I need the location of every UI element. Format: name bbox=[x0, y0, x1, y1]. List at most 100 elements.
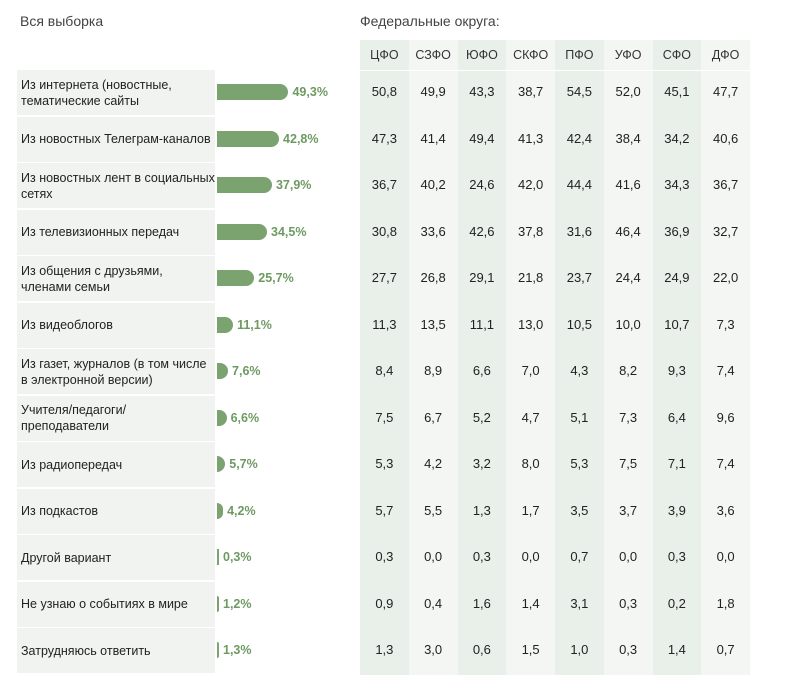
table-cell: 42,4 bbox=[566, 130, 593, 146]
table-cell: 32,7 bbox=[712, 223, 739, 239]
table-cell: 4,2 bbox=[424, 456, 443, 471]
bar-value-label: 49,3% bbox=[292, 85, 328, 99]
category-label: Другой вариант bbox=[17, 535, 215, 580]
bar-row: Затрудняюсь ответить 1,3% bbox=[17, 628, 357, 673]
table-cell: 0,0 bbox=[521, 549, 540, 564]
table-cell: 0,7 bbox=[716, 642, 735, 657]
table-cell: 21,8 bbox=[517, 270, 544, 285]
bar bbox=[217, 502, 224, 519]
table-cell: 0,6 bbox=[472, 642, 491, 657]
table-cell: 10,5 bbox=[566, 316, 593, 332]
table-cell: 7,0 bbox=[521, 363, 540, 378]
table-cell: 36,7 bbox=[371, 177, 398, 192]
table-cell: 6,7 bbox=[424, 409, 443, 425]
table-cell: 5,1 bbox=[570, 409, 589, 425]
category-label: Затрудняюсь ответить bbox=[17, 628, 215, 673]
table-cell: 3,9 bbox=[667, 502, 686, 518]
table-cell: 41,3 bbox=[517, 130, 544, 146]
column-background bbox=[555, 40, 604, 675]
districts-title: Федеральные округа: bbox=[360, 13, 500, 29]
bar-row: Из газет, журналов (в том числе в электр… bbox=[17, 349, 357, 394]
table-cell: 3,0 bbox=[424, 642, 443, 657]
table-cell: 49,4 bbox=[469, 130, 495, 146]
table-cell: 23,7 bbox=[566, 270, 593, 285]
table-cell: 3,5 bbox=[570, 502, 589, 518]
column-header: ЦФО bbox=[370, 48, 399, 62]
table-cell: 31,6 bbox=[566, 223, 593, 239]
category-label: Из газет, журналов (в том числе в электр… bbox=[17, 349, 215, 394]
table-cell: 36,9 bbox=[664, 223, 690, 239]
bar-value-label: 1,2% bbox=[223, 596, 252, 611]
table-cell: 0,0 bbox=[716, 549, 735, 564]
table-cell: 1,0 bbox=[570, 642, 589, 657]
table-cell: 13,5 bbox=[420, 316, 446, 332]
column-background bbox=[652, 40, 702, 675]
table-cell: 3,7 bbox=[619, 502, 638, 518]
column-background bbox=[457, 40, 507, 675]
table-cell: 1,8 bbox=[716, 595, 735, 611]
table-cell: 8,9 bbox=[424, 363, 443, 378]
table-cell: 0,3 bbox=[375, 549, 394, 564]
bar-value-label: 11,1% bbox=[237, 317, 272, 332]
sample-title: Вся выборка bbox=[20, 13, 104, 29]
bar-value-label: 1,3% bbox=[223, 643, 252, 657]
bar bbox=[217, 409, 227, 426]
table-cell: 42,6 bbox=[469, 223, 495, 239]
category-label: Из общения с друзьями, членами семьи bbox=[17, 256, 215, 301]
bar bbox=[217, 642, 219, 658]
table-cell: 0,3 bbox=[619, 595, 638, 611]
bar bbox=[217, 223, 268, 240]
bar-value-label: 42,8% bbox=[283, 131, 319, 146]
table-cell: 9,6 bbox=[716, 409, 735, 425]
header-divider bbox=[360, 70, 750, 71]
table-cell: 0,3 bbox=[619, 642, 638, 657]
column-header: СФО bbox=[662, 48, 691, 62]
table-cell: 0,3 bbox=[667, 549, 686, 564]
table-cell: 1,3 bbox=[472, 502, 491, 518]
table-cell: 1,5 bbox=[521, 642, 540, 657]
column-header: СКФО bbox=[513, 48, 549, 62]
bar-value-label: 7,6% bbox=[232, 364, 261, 378]
table-cell: 1,3 bbox=[375, 642, 394, 657]
table-cell: 41,6 bbox=[615, 177, 641, 192]
table-cell: 7,5 bbox=[619, 456, 638, 471]
table-cell: 45,1 bbox=[664, 84, 690, 99]
category-label: Из видеоблогов bbox=[17, 302, 215, 348]
table-cell: 38,7 bbox=[517, 84, 544, 99]
table-cell: 38,4 bbox=[615, 130, 641, 146]
bar-row: Из подкастов 4,2% bbox=[17, 488, 357, 534]
table-cell: 11,1 bbox=[469, 316, 495, 332]
bar bbox=[217, 456, 226, 472]
category-label: Из интернета (новостные, тематические са… bbox=[17, 70, 215, 115]
bar bbox=[217, 595, 219, 612]
table-cell: 8,0 bbox=[521, 456, 540, 471]
table-cell: 40,6 bbox=[712, 130, 739, 146]
table-cell: 54,5 bbox=[566, 84, 593, 99]
column-header: СЗФО bbox=[415, 48, 451, 62]
bar-row: Из общения с друзьями, членами семьи 25,7… bbox=[17, 256, 357, 301]
table-cell: 24,4 bbox=[615, 270, 641, 285]
table-cell: 24,6 bbox=[469, 177, 495, 192]
bar-value-label: 4,2% bbox=[227, 503, 256, 518]
column-background bbox=[603, 40, 653, 675]
bar bbox=[217, 130, 280, 147]
table-cell: 33,6 bbox=[420, 223, 446, 239]
table-cell: 29,1 bbox=[469, 270, 495, 285]
table-cell: 4,7 bbox=[521, 409, 540, 425]
bar bbox=[217, 549, 219, 565]
districts-table: ЦФО СЗФО ЮФО СКФО ПФО УФО СФО ДФО 50,8 49,9 43,3 38… bbox=[360, 40, 750, 675]
table-cell: 7,3 bbox=[716, 316, 735, 332]
bar bbox=[217, 270, 255, 286]
table-cell: 10,7 bbox=[664, 316, 690, 332]
table-cell: 34,3 bbox=[664, 177, 690, 192]
table-cell: 0,9 bbox=[375, 595, 394, 611]
table-cell: 34,2 bbox=[664, 130, 690, 146]
table-cell: 22,0 bbox=[712, 270, 739, 285]
table-cell: 47,7 bbox=[712, 84, 739, 99]
column-header: ДФО bbox=[711, 48, 740, 62]
bar-value-label: 6,6% bbox=[230, 410, 260, 425]
bar-row: Из интернета (новостные, тематические са… bbox=[17, 70, 357, 115]
table-cell: 0,0 bbox=[619, 549, 638, 564]
column-background bbox=[360, 40, 409, 675]
table-cell: 5,3 bbox=[375, 456, 394, 471]
